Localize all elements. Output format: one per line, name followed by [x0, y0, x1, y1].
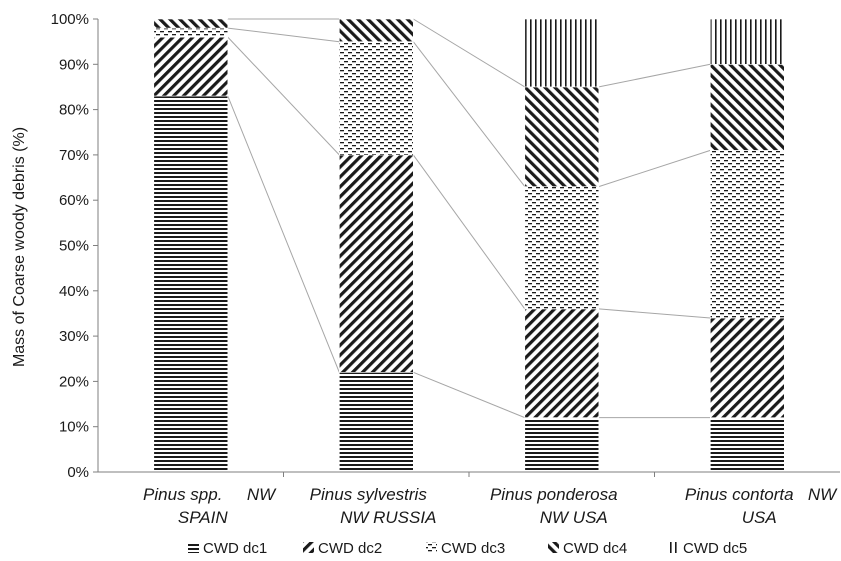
- bar-segment: [524, 86, 600, 187]
- bar-segment: [524, 186, 600, 310]
- legend-label: CWD dc3: [441, 540, 505, 557]
- bar-segment: [153, 95, 229, 473]
- bar-segment: [338, 41, 414, 156]
- category-label: Pinus sylvestris NW RUSSIA: [310, 485, 437, 527]
- bar-segment: [709, 18, 785, 65]
- legend-item: CWD dc5: [668, 540, 747, 557]
- y-tick-label: 70%: [59, 147, 89, 164]
- category-species: Pinus spp.: [143, 485, 222, 504]
- bar-segment: [153, 18, 229, 29]
- y-tick-label: 90%: [59, 56, 89, 73]
- stray-region-label: NW: [808, 485, 838, 504]
- y-axis-label: Mass of Coarse woody debris (%): [11, 127, 28, 367]
- bar-segment: [709, 417, 785, 473]
- legend-label: CWD dc1: [203, 540, 267, 557]
- category-region: NW RUSSIA: [340, 508, 436, 527]
- connector-line: [412, 41, 526, 187]
- bar-segment: [524, 18, 600, 88]
- y-tick-label: 20%: [59, 373, 89, 390]
- category-species: Pinus contorta: [685, 485, 794, 504]
- legend-swatch: [668, 542, 679, 553]
- bar-segment: [709, 150, 785, 319]
- y-tick-label: 0%: [67, 464, 89, 481]
- bars: [153, 18, 785, 473]
- y-tick-label: 10%: [59, 419, 89, 436]
- legend-label: CWD dc5: [683, 540, 747, 557]
- y-tick-label: 30%: [59, 328, 89, 345]
- legend-swatch: [426, 542, 437, 553]
- legend-swatch: [188, 542, 199, 553]
- legend-swatch: [548, 542, 559, 553]
- connector-line: [598, 63, 711, 88]
- category-label: Pinus spp. SPAIN: [143, 485, 228, 527]
- legend-label: CWD dc2: [318, 540, 382, 557]
- connector-line: [598, 149, 711, 188]
- bar-segment: [524, 308, 600, 418]
- bar-segment: [338, 154, 414, 373]
- stray-region-label: NW: [247, 485, 277, 504]
- category-species: Pinus sylvestris: [310, 485, 428, 504]
- legend-swatch: [303, 542, 314, 553]
- bar-segment: [153, 27, 229, 38]
- bar-segment: [338, 18, 414, 43]
- connector-line: [227, 27, 340, 43]
- y-tick-label: 60%: [59, 192, 89, 209]
- connector-line: [598, 308, 711, 319]
- y-tick-labels: 0% 10% 20% 30% 40% 50% 60% 70% 80% 90% 100%: [51, 11, 98, 481]
- connector-line: [412, 154, 526, 310]
- category-labels: Pinus spp. SPAIN Pinus sylvestris NW RUSSIA…: [143, 485, 838, 527]
- category-species: Pinus ponderosa: [490, 485, 618, 504]
- connector-line: [413, 18, 526, 88]
- bar-segment: [524, 417, 600, 473]
- category-label: Pinus contorta USA: [685, 485, 794, 527]
- connector-lines: [227, 18, 711, 419]
- connector-line: [227, 36, 340, 156]
- bar-segment: [709, 317, 785, 418]
- y-tick-label: 80%: [59, 102, 89, 119]
- legend-item: CWD dc2: [303, 540, 382, 557]
- legend-item: CWD dc1: [188, 540, 267, 557]
- bar-segment: [153, 36, 229, 97]
- y-tick-label: 50%: [59, 238, 89, 255]
- category-region: NW USA: [540, 508, 608, 527]
- category-label: Pinus ponderosa NW USA: [490, 485, 618, 527]
- legend-label: CWD dc4: [563, 540, 627, 557]
- connector-line: [227, 95, 340, 373]
- legend-item: CWD dc3: [426, 540, 505, 557]
- y-tick-label: 40%: [59, 283, 89, 300]
- legend-item: CWD dc4: [548, 540, 627, 557]
- bar-segment: [709, 64, 785, 151]
- category-region: SPAIN: [178, 508, 228, 527]
- category-region: USA: [742, 508, 777, 527]
- bar-segment: [338, 371, 414, 473]
- legend: CWD dc1 CWD dc2 CWD dc3 CWD dc4 CWD dc5: [188, 540, 747, 557]
- connector-line: [413, 371, 525, 419]
- y-tick-label: 100%: [51, 11, 89, 28]
